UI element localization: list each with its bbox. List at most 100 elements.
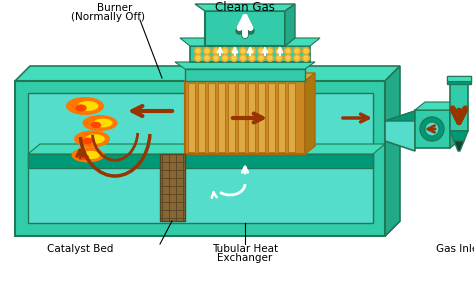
Ellipse shape	[82, 151, 100, 159]
Bar	[28, 154, 373, 168]
Bar	[198, 83, 205, 152]
Polygon shape	[450, 131, 468, 141]
Text: Clean Gas: Clean Gas	[215, 1, 275, 14]
Circle shape	[266, 47, 273, 54]
Circle shape	[194, 47, 201, 54]
Polygon shape	[385, 111, 415, 121]
Circle shape	[214, 56, 218, 60]
Polygon shape	[15, 66, 400, 81]
Polygon shape	[185, 73, 315, 81]
Text: Burner: Burner	[97, 3, 133, 13]
Circle shape	[284, 47, 292, 54]
Circle shape	[223, 56, 227, 60]
Text: Gas Inlet: Gas Inlet	[436, 244, 474, 254]
Circle shape	[230, 47, 237, 54]
Circle shape	[286, 49, 290, 53]
Bar	[238, 83, 245, 152]
Circle shape	[250, 49, 254, 53]
Circle shape	[304, 56, 308, 60]
Circle shape	[248, 54, 255, 62]
Polygon shape	[447, 76, 471, 81]
Circle shape	[241, 56, 245, 60]
Ellipse shape	[78, 101, 99, 111]
Polygon shape	[305, 73, 315, 154]
Bar	[188, 83, 195, 152]
Polygon shape	[415, 102, 460, 110]
Text: Exchanger: Exchanger	[218, 253, 273, 263]
Ellipse shape	[82, 138, 93, 144]
Bar	[208, 83, 215, 152]
Circle shape	[214, 49, 218, 53]
Circle shape	[196, 49, 200, 53]
Polygon shape	[175, 62, 315, 69]
Text: Catalyst Bed: Catalyst Bed	[47, 244, 113, 254]
Circle shape	[302, 54, 310, 62]
Text: (Normally Off): (Normally Off)	[71, 12, 145, 22]
Circle shape	[295, 49, 299, 53]
Circle shape	[259, 49, 263, 53]
Polygon shape	[285, 4, 295, 46]
Polygon shape	[15, 221, 400, 236]
Circle shape	[205, 56, 209, 60]
Circle shape	[250, 56, 254, 60]
Polygon shape	[450, 102, 460, 148]
Circle shape	[257, 54, 264, 62]
Polygon shape	[180, 38, 320, 46]
Ellipse shape	[85, 134, 105, 144]
Bar	[185, 81, 305, 154]
Ellipse shape	[66, 97, 104, 115]
Polygon shape	[385, 111, 415, 151]
Ellipse shape	[82, 115, 118, 131]
Ellipse shape	[72, 147, 104, 163]
Bar	[288, 83, 295, 152]
Polygon shape	[190, 46, 310, 62]
Circle shape	[257, 47, 264, 54]
Bar	[248, 83, 255, 152]
Polygon shape	[454, 141, 464, 151]
Ellipse shape	[74, 131, 110, 147]
Circle shape	[203, 54, 210, 62]
Circle shape	[275, 54, 283, 62]
Circle shape	[268, 56, 272, 60]
Circle shape	[295, 56, 299, 60]
Circle shape	[221, 54, 228, 62]
Circle shape	[212, 54, 219, 62]
Circle shape	[232, 56, 236, 60]
Ellipse shape	[93, 119, 113, 127]
Bar	[278, 83, 285, 152]
Bar	[28, 93, 373, 223]
Circle shape	[205, 49, 209, 53]
Bar	[160, 154, 185, 221]
Circle shape	[221, 47, 228, 54]
Circle shape	[275, 47, 283, 54]
Circle shape	[266, 54, 273, 62]
Circle shape	[425, 122, 439, 136]
Circle shape	[248, 47, 255, 54]
Bar	[15, 81, 385, 236]
Circle shape	[212, 47, 219, 54]
Circle shape	[232, 49, 236, 53]
Circle shape	[259, 56, 263, 60]
Circle shape	[241, 49, 245, 53]
Circle shape	[194, 54, 201, 62]
Circle shape	[239, 47, 246, 54]
Bar	[415, 110, 450, 148]
Polygon shape	[195, 4, 295, 11]
Bar	[258, 83, 265, 152]
Text: Tubular Heat: Tubular Heat	[212, 244, 278, 254]
Circle shape	[239, 54, 246, 62]
Circle shape	[230, 54, 237, 62]
Bar	[450, 81, 468, 131]
Circle shape	[293, 54, 301, 62]
Bar	[205, 11, 285, 46]
Circle shape	[277, 49, 281, 53]
Bar	[185, 69, 305, 81]
Circle shape	[268, 49, 272, 53]
Ellipse shape	[79, 154, 89, 160]
Circle shape	[302, 47, 310, 54]
Circle shape	[293, 47, 301, 54]
Bar	[218, 83, 225, 152]
Ellipse shape	[75, 104, 87, 112]
Circle shape	[284, 54, 292, 62]
Polygon shape	[28, 144, 385, 154]
